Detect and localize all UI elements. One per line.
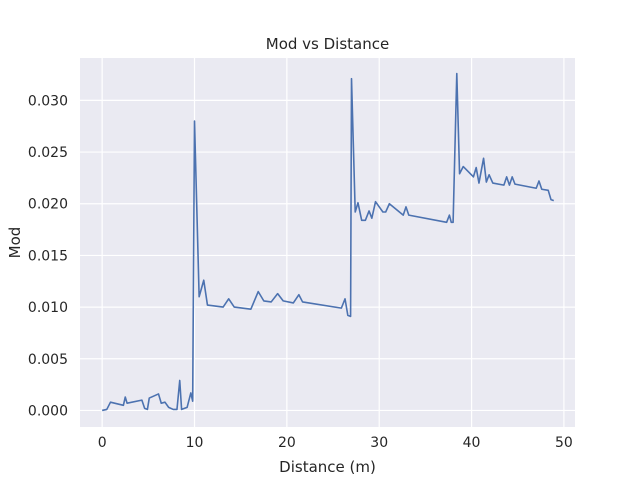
y-tick-label: 0.030 (28, 93, 68, 109)
chart-title: Mod vs Distance (266, 35, 389, 53)
x-tick-label: 50 (555, 435, 573, 451)
series-layer (101, 72, 555, 412)
x-tick-labels: 0 10 20 30 40 50 (98, 435, 573, 451)
y-tick-label: 0.025 (28, 145, 68, 161)
y-tick-labels: 0.000 0.005 0.010 0.015 0.020 0.025 0.030 (28, 93, 68, 419)
plot-area (80, 58, 575, 427)
y-tick-label: 0.005 (28, 352, 68, 368)
x-tick-label: 10 (186, 435, 204, 451)
x-tick-label: 20 (278, 435, 296, 451)
y-tick-label: 0.020 (28, 197, 68, 213)
y-tick-label: 0.015 (28, 248, 68, 264)
series-line (101, 72, 555, 412)
grid-lines (80, 58, 575, 427)
y-tick-label: 0.010 (28, 300, 68, 316)
x-axis-label: Distance (m) (279, 458, 376, 476)
x-tick-label: 0 (98, 435, 107, 451)
y-axis-label: Mod (6, 227, 24, 259)
y-tick-label: 0.000 (28, 403, 68, 419)
x-tick-label: 40 (463, 435, 481, 451)
x-tick-label: 30 (370, 435, 388, 451)
